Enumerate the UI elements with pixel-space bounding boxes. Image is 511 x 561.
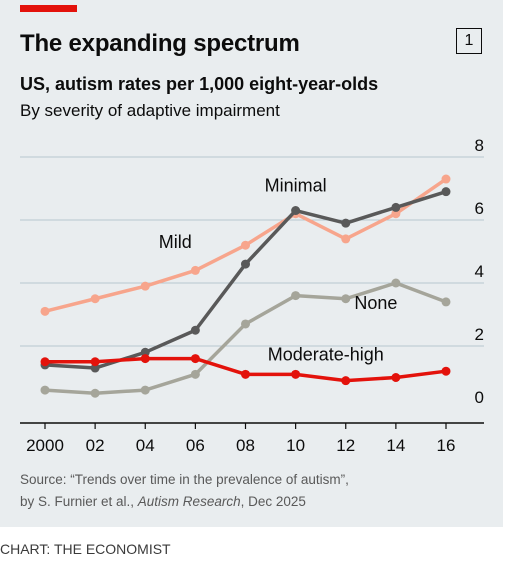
data-point-minimal: [140, 347, 150, 357]
series-label-mild: Mild: [159, 232, 192, 252]
data-point-mild: [190, 265, 200, 275]
y-tick-label: 0: [475, 388, 484, 407]
data-point-minimal: [441, 187, 451, 197]
data-point-moderate-high: [140, 354, 150, 364]
series-labels: Minimal Mild None Moderate-high: [159, 176, 398, 365]
x-tick-label: 04: [136, 436, 155, 455]
data-point-minimal: [241, 259, 250, 269]
series-label-none: None: [354, 293, 397, 313]
chart-subsubtitle: By severity of adaptive impairment: [20, 101, 280, 120]
x-tick-label: 06: [186, 436, 205, 455]
source-journal: Autism Research: [137, 494, 241, 509]
data-point-moderate-high: [190, 354, 200, 364]
source-line-2: by S. Furnier et al., Autism Research, D…: [20, 491, 349, 513]
data-point-moderate-high: [391, 373, 401, 382]
chart-credit: CHART: THE ECONOMIST: [0, 541, 171, 557]
data-point-moderate-high: [441, 366, 451, 376]
source-note: Source: “Trends over time in the prevale…: [20, 469, 349, 513]
data-point-minimal: [90, 363, 100, 373]
data-point-mild: [441, 174, 451, 184]
y-tick-label: 4: [475, 262, 484, 281]
x-tick-label: 14: [386, 436, 405, 455]
data-point-moderate-high: [90, 357, 100, 367]
x-axis: 2000 02 04 06 08 10 12 14 16: [20, 422, 484, 455]
data-point-moderate-high: [241, 369, 250, 379]
source-line-1: Source: “Trends over time in the prevale…: [20, 472, 349, 487]
data-point-none: [140, 385, 150, 395]
y-tick-labels: 0 2 4 6 8: [475, 136, 484, 407]
x-tick-label: 08: [236, 436, 255, 455]
chart-number-badge: 1: [456, 28, 482, 54]
source-date: , Dec 2025: [240, 494, 306, 509]
x-tick-label: 2000: [26, 436, 64, 455]
y-tick-label: 8: [475, 136, 484, 155]
data-point-none: [441, 297, 451, 307]
data-point-moderate-high: [291, 369, 301, 379]
brand-red-tag: [20, 5, 77, 12]
y-tick-label: 6: [475, 199, 484, 218]
gridlines: [20, 156, 484, 347]
data-point-mild: [241, 240, 250, 250]
data-point-minimal: [341, 218, 351, 228]
data-point-mild: [341, 234, 351, 244]
series-label-moderate-high: Moderate-high: [268, 345, 384, 365]
data-point-moderate-high: [341, 376, 351, 386]
data-point-none: [40, 385, 50, 395]
chart-title: The expanding spectrum: [20, 30, 300, 57]
x-tick-label: 02: [86, 436, 105, 455]
data-point-none: [190, 369, 200, 379]
data-point-mild: [140, 281, 150, 291]
x-tick-label: 16: [437, 436, 456, 455]
data-point-minimal: [190, 325, 200, 335]
data-point-none: [241, 319, 250, 329]
series-lines: [40, 174, 451, 398]
data-point-moderate-high: [40, 357, 50, 367]
y-tick-label: 2: [475, 325, 484, 344]
data-point-minimal: [291, 206, 301, 216]
chart-subtitle: US, autism rates per 1,000 eight-year-ol…: [20, 74, 379, 94]
data-point-mild: [40, 306, 50, 316]
x-tick-label: 12: [336, 436, 355, 455]
source-authors: by S. Furnier et al.,: [20, 494, 138, 509]
data-point-minimal: [391, 202, 401, 212]
x-tick-label: 10: [286, 436, 305, 455]
data-point-none: [90, 388, 100, 398]
data-point-none: [341, 294, 351, 304]
chart-panel: [0, 0, 503, 527]
data-point-none: [391, 278, 401, 288]
data-point-mild: [90, 294, 100, 304]
data-point-none: [291, 291, 301, 301]
data-point-mild: [391, 209, 401, 219]
series-label-minimal: Minimal: [265, 176, 327, 196]
